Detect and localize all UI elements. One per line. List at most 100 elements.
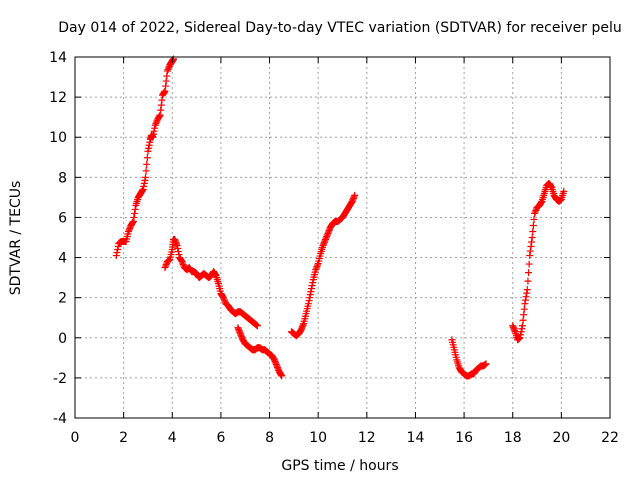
x-tick-label: 14 xyxy=(407,430,425,446)
data-point xyxy=(171,236,179,244)
data-point xyxy=(145,144,153,152)
data-point xyxy=(547,182,555,190)
data-point xyxy=(560,187,568,195)
data-point xyxy=(528,238,536,246)
data-point xyxy=(323,231,331,239)
data-point xyxy=(324,229,332,237)
data-point xyxy=(149,133,157,141)
data-point xyxy=(482,360,490,368)
data-point xyxy=(312,264,320,272)
data-point xyxy=(313,263,321,271)
data-point xyxy=(314,261,322,269)
data-point xyxy=(270,356,278,364)
data-point xyxy=(131,209,139,217)
data-point xyxy=(518,322,526,330)
data-point xyxy=(221,297,229,305)
data-point xyxy=(306,294,314,302)
data-point xyxy=(509,323,517,331)
data-point xyxy=(126,224,134,232)
data-point xyxy=(325,226,333,234)
data-point xyxy=(236,330,244,338)
data-point xyxy=(297,326,305,334)
data-point xyxy=(142,167,150,175)
data-point xyxy=(321,237,329,245)
data-point xyxy=(527,243,535,251)
x-tick-label: 12 xyxy=(358,430,376,446)
data-point xyxy=(157,106,165,114)
data-point xyxy=(523,289,531,297)
data-point xyxy=(162,77,170,85)
data-point xyxy=(161,264,169,272)
data-point xyxy=(526,247,534,255)
data-point xyxy=(532,206,540,214)
x-tick-label: 6 xyxy=(216,430,225,446)
y-tick-label: 12 xyxy=(49,90,67,106)
data-point xyxy=(174,245,182,253)
data-point xyxy=(320,240,328,248)
data-point xyxy=(171,237,179,245)
data-point xyxy=(321,236,329,244)
data-point xyxy=(163,67,171,75)
y-tick-label: 6 xyxy=(58,210,67,226)
data-point xyxy=(140,182,148,190)
data-point xyxy=(529,221,537,229)
data-point xyxy=(235,327,243,335)
data-point xyxy=(238,333,246,341)
x-tick-label: 8 xyxy=(265,430,274,446)
data-point xyxy=(274,365,282,373)
data-point xyxy=(156,111,164,119)
data-point xyxy=(178,258,186,266)
data-point xyxy=(130,213,138,221)
data-point xyxy=(112,252,120,260)
data-point xyxy=(307,288,315,296)
data-point xyxy=(351,191,359,199)
y-tick-label: 10 xyxy=(49,130,67,146)
data-point xyxy=(529,227,537,235)
series-segment-5 xyxy=(448,336,490,380)
data-point xyxy=(253,322,261,330)
data-point xyxy=(174,248,182,256)
grid xyxy=(75,57,610,418)
data-point xyxy=(234,324,242,332)
data-point xyxy=(139,185,147,193)
data-point xyxy=(152,118,160,126)
data-point xyxy=(304,300,312,308)
data-point xyxy=(125,227,132,235)
data-point xyxy=(298,324,306,332)
x-tick-label: 0 xyxy=(71,430,80,446)
data-point xyxy=(349,196,357,204)
data-point xyxy=(150,127,158,135)
data-point xyxy=(509,322,517,330)
data-point xyxy=(298,323,306,331)
data-point xyxy=(517,331,525,339)
data-point xyxy=(162,262,170,270)
axis-ticks: 0 2 4 6 8 10 12 14 16 18 20 22 -4 -2 0 2 4 6 8 10 12 14 xyxy=(49,50,619,446)
series-segment-1 xyxy=(112,55,177,260)
data-point xyxy=(164,66,172,74)
data-point xyxy=(138,186,146,194)
data-point xyxy=(348,197,356,205)
data-point xyxy=(322,234,330,242)
data-point xyxy=(272,359,280,367)
data-point xyxy=(149,130,157,138)
data-point xyxy=(299,321,307,329)
data-point xyxy=(152,120,160,128)
data-point xyxy=(151,121,159,129)
data-point xyxy=(520,311,528,319)
data-point xyxy=(520,305,528,313)
data-point xyxy=(172,239,180,247)
data-point xyxy=(325,228,333,236)
data-point xyxy=(144,147,152,155)
data-point xyxy=(530,215,538,223)
x-tick-label: 18 xyxy=(504,430,522,446)
data-point xyxy=(236,328,244,336)
data-point xyxy=(131,205,139,213)
x-tick-label: 2 xyxy=(119,430,128,446)
data-point xyxy=(273,362,281,370)
data-point xyxy=(309,279,317,287)
data-point xyxy=(524,277,532,285)
data-point xyxy=(237,331,245,339)
series-segment-3 xyxy=(234,324,286,380)
data-point xyxy=(511,326,519,334)
